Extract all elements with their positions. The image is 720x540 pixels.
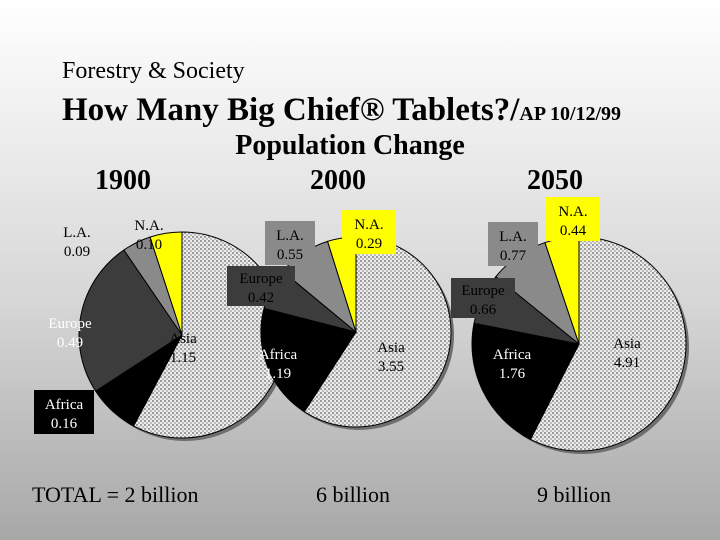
total-1900: TOTAL = 2 billion — [32, 482, 199, 507]
slice-value-1900-europe: 0.49 — [57, 335, 83, 351]
slice-name-2050-europe: Europe — [461, 283, 505, 299]
slice-label-1900-la: L.A. 0.09 — [63, 225, 91, 260]
slice-value-1900-africa: 0.16 — [51, 416, 78, 432]
slice-label-2000-africa: Africa 1.19 — [259, 347, 298, 382]
slice-value-2050-africa: 1.76 — [499, 366, 526, 382]
slice-label-box-1900-africa — [34, 390, 94, 434]
slice-value-2050-europe: 0.66 — [470, 302, 497, 318]
slice-label-2000-asia: Asia 3.55 — [377, 340, 405, 375]
pie-slice-2050-asia — [529, 236, 687, 452]
slice-label-1900-asia: Asia 1.15 — [169, 331, 197, 366]
slice-name-1900-na: N.A. — [134, 218, 163, 234]
slice-value-2050-la: 0.77 — [500, 248, 527, 264]
slice-name-2000-asia: Asia — [377, 340, 405, 356]
slice-value-2000-africa: 1.19 — [265, 366, 291, 382]
slice-label-box-2000-europe — [227, 266, 295, 306]
slice-value-1900-la: 0.09 — [64, 244, 90, 260]
slice-name-2000-europe: Europe — [239, 271, 283, 287]
slice-value-2000-la: 0.55 — [277, 247, 303, 263]
slice-label-box-2050-la — [488, 222, 538, 266]
section-title: Population Change — [235, 130, 465, 161]
slice-value-1900-na: 0.10 — [136, 237, 162, 253]
slice-label-2050-la: L.A. 0.77 — [488, 222, 538, 266]
pie-slice-1900-europe — [78, 249, 183, 392]
slice-label-1900-europe: Europe 0.49 — [48, 316, 92, 351]
slice-label-2000-na: N.A. 0.29 — [342, 210, 396, 254]
slice-label-1900-africa: Africa 0.16 — [34, 390, 94, 434]
subtitle: Forestry & Society — [62, 58, 245, 84]
slice-name-2050-la: L.A. — [499, 229, 527, 245]
slice-name-1900-africa: Africa — [45, 397, 84, 413]
pie-slice-2050-africa — [471, 322, 580, 441]
slice-name-2000-africa: Africa — [259, 347, 298, 363]
slice-label-box-2000-la — [265, 221, 315, 265]
slice-value-2000-na: 0.29 — [356, 236, 382, 252]
total-2000: 6 billion — [316, 482, 390, 507]
pie-slice-2000-asia — [303, 236, 452, 428]
slice-name-1900-la: L.A. — [63, 225, 91, 241]
slice-value-2000-europe: 0.42 — [248, 290, 274, 306]
slice-name-2000-na: N.A. — [354, 217, 383, 233]
year-label-2050: 2050 — [527, 165, 583, 196]
pie-slice-1900-na — [149, 231, 183, 336]
year-label-2000: 2000 — [310, 165, 366, 196]
slice-value-2000-asia: 3.55 — [378, 359, 404, 375]
slice-name-2000-la: L.A. — [276, 228, 304, 244]
slice-label-box-2050-na — [546, 197, 600, 241]
slice-value-1900-asia: 1.15 — [170, 350, 196, 366]
total-2050: 9 billion — [537, 482, 611, 507]
page-title-suffix: AP 10/12/99 — [519, 103, 622, 125]
slice-label-2050-asia: Asia 4.91 — [613, 336, 641, 371]
slice-label-2050-africa: Africa 1.76 — [493, 347, 532, 382]
slice-name-2050-africa: Africa — [493, 347, 532, 363]
year-label-1900: 1900 — [95, 165, 151, 196]
page-title-main: How Many Big Chief® Tablets?/ — [62, 92, 520, 128]
slice-label-2050-europe: Europe 0.66 — [451, 278, 515, 318]
page-title: How Many Big Chief® Tablets?/AP 10/12/99 — [62, 92, 621, 129]
slice-label-box-2050-europe — [451, 278, 515, 318]
slice-value-2050-asia: 4.91 — [614, 355, 640, 371]
pie-slice-2000-africa — [260, 307, 357, 413]
slice-name-1900-europe: Europe — [48, 316, 92, 332]
slice-label-2000-europe: Europe 0.42 — [227, 266, 295, 306]
slice-label-2000-la: L.A. 0.55 — [265, 221, 315, 265]
slice-value-2050-na: 0.44 — [560, 223, 587, 239]
slice-name-2050-asia: Asia — [613, 336, 641, 352]
slice-name-2050-na: N.A. — [558, 204, 587, 220]
label-layer: Asia 1.15 Africa 0.16 Europe 0.49 L.A. 0.09 N.A.… — [34, 197, 641, 434]
slice-name-1900-asia: Asia — [169, 331, 197, 347]
slice-label-2050-na: N.A. 0.44 — [546, 197, 600, 241]
slice-label-1900-na: N.A. 0.10 — [134, 218, 163, 253]
slice-label-box-2000-na — [342, 210, 396, 254]
